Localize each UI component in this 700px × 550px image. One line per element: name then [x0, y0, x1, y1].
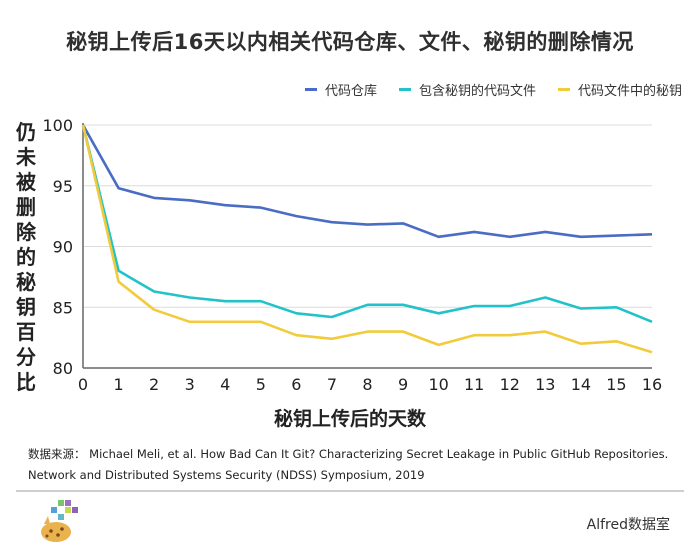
x-tick-label: 3 [185, 375, 195, 394]
x-axis-label: 秘钥上传后的天数 [273, 408, 426, 430]
legend-item-files: 包含秘钥的代码文件 [398, 80, 536, 99]
x-tick-label: 14 [571, 375, 591, 394]
x-tick-label: 12 [500, 375, 520, 394]
y-axis-label: 仍未被删除的秘钥百分比 [16, 120, 36, 394]
x-tick-label: 8 [362, 375, 372, 394]
y-tick-label: 85 [53, 298, 73, 317]
y-tick-label: 100 [42, 116, 73, 135]
x-tick-label: 11 [464, 375, 484, 394]
y-tick-label: 90 [53, 238, 73, 257]
source-line-1: 数据来源： Michael Meli, et al. How Bad Can I… [28, 447, 669, 461]
axes [82, 123, 652, 369]
x-tick-label: 16 [642, 375, 662, 394]
source-note: 数据来源： Michael Meli, et al. How Bad Can I… [28, 444, 678, 486]
brand-logo-icon [41, 500, 78, 542]
series-line-1 [81, 124, 653, 324]
x-tick-label: 2 [149, 375, 159, 394]
legend-swatch-files [398, 88, 411, 91]
source-line-2: Network and Distributed Systems Security… [28, 468, 425, 482]
y-tick-label: 80 [53, 359, 73, 378]
series-line-2 [81, 124, 653, 354]
legend-item-repo: 代码仓库 [304, 80, 377, 99]
legend-label-files: 包含秘钥的代码文件 [418, 84, 536, 99]
x-tick-label: 1 [113, 375, 123, 394]
legend-label-repo: 代码仓库 [324, 84, 377, 99]
x-tick-label: 0 [78, 375, 88, 394]
legend-swatch-secrets [557, 88, 570, 91]
x-tick-label: 9 [398, 375, 408, 394]
chart-legend: 代码仓库 包含秘钥的代码文件 代码文件中的秘钥 [304, 80, 682, 99]
x-tick-label: 6 [291, 375, 301, 394]
x-tick-label: 15 [606, 375, 626, 394]
grid-lines [83, 124, 652, 308]
brand-name: Alfred数据室 [586, 517, 670, 533]
x-tick-label: 4 [220, 375, 230, 394]
x-tick-label: 13 [535, 375, 555, 394]
footer-divider [16, 490, 684, 492]
legend-swatch-repo [304, 88, 317, 91]
y-tick-label: 95 [53, 177, 73, 196]
x-tick-label: 10 [428, 375, 448, 394]
legend-label-secrets: 代码文件中的秘钥 [577, 84, 682, 99]
series-lines [81, 124, 653, 354]
series-line-0 [81, 124, 653, 239]
chart-title: 秘钥上传后16天以内相关代码仓库、文件、秘钥的删除情况 [66, 30, 634, 54]
x-tick-label: 7 [327, 375, 337, 394]
legend-item-secrets: 代码文件中的秘钥 [557, 80, 682, 99]
x-tick-label: 5 [256, 375, 266, 394]
